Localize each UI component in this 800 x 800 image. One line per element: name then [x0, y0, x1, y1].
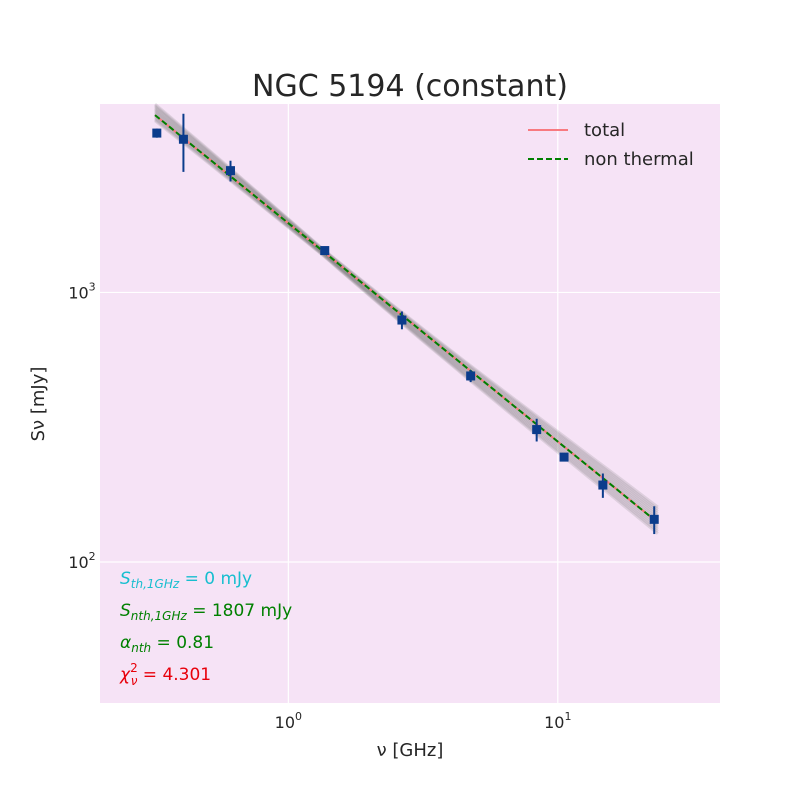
grid [100, 104, 720, 703]
legend-label: total [584, 120, 625, 141]
data-point [532, 425, 542, 435]
annotation-symbol: S [120, 569, 131, 589]
data-point [559, 452, 569, 462]
annotation-S_nth: Snth,1GHz = 1807 mJy [120, 601, 292, 623]
y-tick-exponent: 2 [89, 550, 96, 563]
y-tick-exponent: 3 [89, 280, 96, 293]
annotation-subscript: th,1GHz [131, 577, 180, 591]
x-tick-labels: 100 101 [275, 710, 572, 732]
data-points [152, 113, 659, 535]
legend: total non thermal [528, 120, 694, 170]
fit-band-strand [154, 119, 659, 535]
annotation-value: = 0 mJy [179, 569, 252, 589]
annotation-superscript: 2 [130, 661, 138, 675]
y-axis-label: Sν [mJy] [28, 367, 49, 442]
annotation-value: = 1807 mJy [187, 601, 292, 621]
y-tick-labels: 102 103 [68, 280, 95, 572]
annotation-subscript: nth,1GHz [131, 609, 188, 623]
annotation-value: = 4.301 [137, 665, 211, 685]
data-point [320, 246, 330, 256]
annotation-symbol: χ [119, 665, 131, 685]
legend-label: non thermal [584, 149, 694, 170]
annotation-value: = 0.81 [151, 633, 214, 653]
annotation-subscript: ν [131, 674, 138, 688]
x-tick-exponent: 0 [295, 710, 302, 723]
data-point [152, 128, 162, 138]
y-tick-label: 103 [68, 280, 95, 302]
x-tick-label: 100 [275, 710, 302, 732]
fit-band-strand [154, 116, 659, 531]
annotation-subscript: nth [131, 641, 151, 655]
plot-area [100, 104, 720, 703]
data-point [649, 514, 659, 524]
x-tick-exponent: 1 [564, 710, 571, 723]
x-tick-label: 101 [544, 710, 571, 732]
y-tick-label: 102 [68, 550, 95, 572]
data-point [466, 371, 476, 381]
annotation-S_th: Sth,1GHz = 0 mJy [120, 569, 252, 591]
annotation-chi2: χ2 ν = 4.301 [119, 661, 211, 688]
annotation-alpha_nth: αnth = 0.81 [120, 633, 214, 655]
data-point [225, 166, 235, 176]
data-point [598, 480, 608, 490]
chart-title: NGC 5194 (constant) [252, 69, 568, 104]
annotation-symbol: S [120, 601, 131, 621]
annotation-symbol: α [120, 633, 131, 653]
data-point [178, 134, 188, 144]
x-axis-label: ν [GHz] [377, 740, 444, 761]
fit-band-strand [154, 118, 659, 533]
data-point [397, 315, 407, 325]
